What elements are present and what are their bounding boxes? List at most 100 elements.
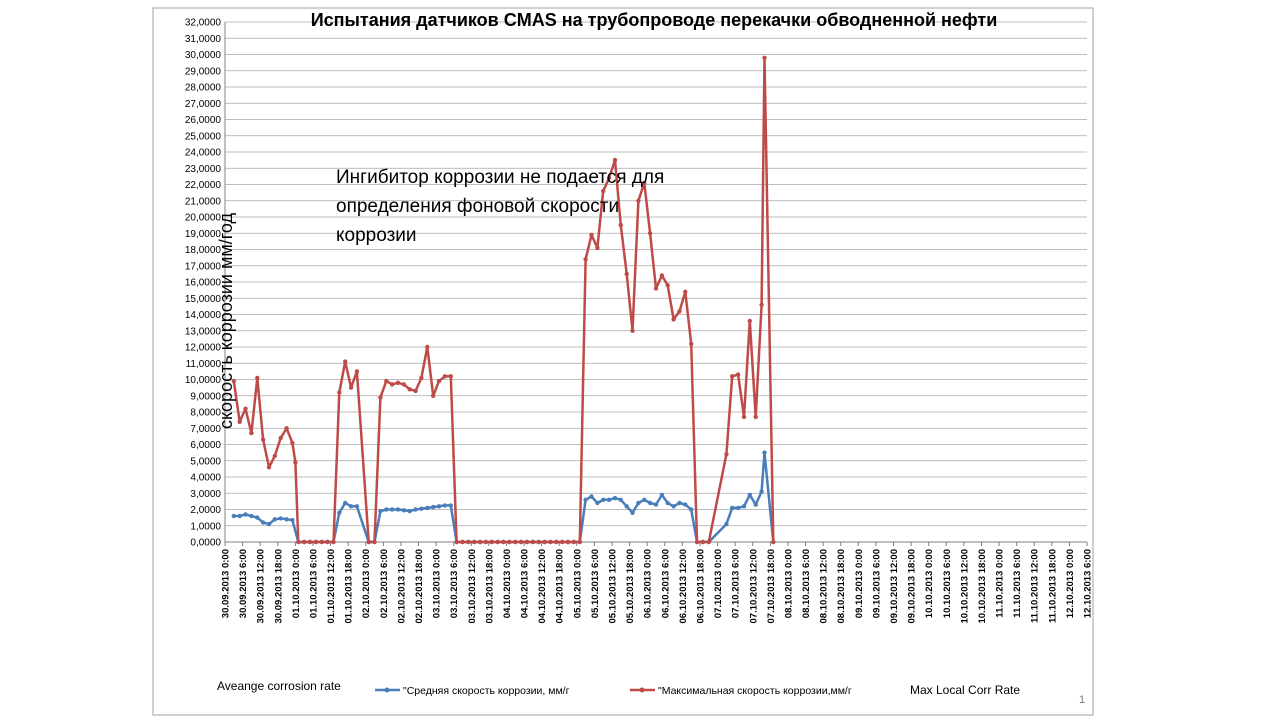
max-point xyxy=(577,539,582,545)
x-tick-label: 02.10.2013 18:00 xyxy=(414,549,425,623)
y-tick-label: 22,0000 xyxy=(185,180,222,191)
x-tick-label: 10.10.2013 12:00 xyxy=(959,549,970,623)
y-tick-label: 13,0000 xyxy=(185,326,222,337)
y-tick-label: 30,0000 xyxy=(185,50,222,61)
max-point xyxy=(436,378,442,384)
x-tick-label: 11.10.2013 18:00 xyxy=(1047,549,1058,623)
max-point xyxy=(618,222,623,228)
avg-point xyxy=(442,503,448,508)
legend-max: "Максимальная скорость коррозии,мм/г xyxy=(630,685,852,697)
avg-point xyxy=(671,504,676,509)
max-point xyxy=(612,157,618,163)
avg-point xyxy=(665,500,670,506)
max-point xyxy=(448,374,453,379)
avg-point xyxy=(337,510,342,515)
max-point xyxy=(659,273,665,278)
y-tick-label: 16,0000 xyxy=(185,278,222,289)
chart-frame xyxy=(152,7,1094,716)
x-tick-label: 07.10.2013 0:00 xyxy=(713,549,724,618)
max-point xyxy=(395,380,401,385)
annotation-line-2: определения фоновой скорости xyxy=(336,196,619,217)
max-point xyxy=(536,539,541,545)
avg-point xyxy=(659,492,665,498)
max-point xyxy=(325,539,330,545)
y-tick-label: 12,0000 xyxy=(185,343,222,354)
y-tick-label: 5,0000 xyxy=(190,456,221,467)
max-point xyxy=(501,539,506,545)
avg-point xyxy=(606,497,612,502)
x-tick-label: 02.10.2013 12:00 xyxy=(396,549,407,623)
avg-point xyxy=(237,513,242,519)
x-tick-label: 01.10.2013 0:00 xyxy=(291,549,302,618)
x-tick-labels: 30.09.2013 0:00 30.09.2013 6:00 30.09.2013… xyxy=(221,549,1094,623)
x-tick-label: 10.10.2013 18:00 xyxy=(977,549,988,623)
x-tick-label: 03.10.2013 18:00 xyxy=(484,549,495,623)
y-tick-label: 7,0000 xyxy=(190,424,221,435)
x-tick-label: 07.10.2013 18:00 xyxy=(766,549,777,623)
max-point xyxy=(401,382,407,387)
max-point xyxy=(472,539,477,545)
max-point xyxy=(647,231,653,236)
max-point xyxy=(677,309,682,314)
max-point xyxy=(601,188,606,194)
avg-point xyxy=(431,504,436,510)
avg-point xyxy=(407,508,412,514)
max-point xyxy=(683,289,688,294)
avg-point xyxy=(630,510,635,515)
max-point xyxy=(583,257,588,262)
max-point xyxy=(642,180,647,186)
max-point xyxy=(354,369,360,374)
max-point xyxy=(624,271,629,277)
annotation-line-1: Ингибитор коррозии не подается для xyxy=(336,167,664,188)
max-point xyxy=(483,539,489,545)
avg-point xyxy=(354,504,360,509)
avg-point xyxy=(759,489,764,494)
x-tick-label: 06.10.2013 12:00 xyxy=(678,549,689,623)
x-tick-label: 06.10.2013 0:00 xyxy=(643,549,654,618)
y-tick-label: 9,0000 xyxy=(190,391,221,402)
x-tick-label: 30.09.2013 12:00 xyxy=(256,549,267,623)
y-tick-label: 25,0000 xyxy=(185,131,222,142)
max-point xyxy=(260,437,266,442)
max-point xyxy=(730,374,735,379)
x-tick-label: 09.10.2013 12:00 xyxy=(889,549,900,623)
max-point xyxy=(665,283,670,288)
avg-point xyxy=(436,504,442,509)
max-point xyxy=(231,378,236,384)
avg-point xyxy=(753,502,758,507)
avg-point xyxy=(642,497,647,502)
avg-point xyxy=(343,500,348,506)
avg-point xyxy=(284,517,289,522)
max-point xyxy=(460,539,465,545)
x-tick-label: 12.10.2013 6:00 xyxy=(1083,549,1094,618)
y-tick-label: 27,0000 xyxy=(185,99,222,110)
avg-point xyxy=(419,506,424,511)
max-point xyxy=(724,452,729,457)
legend-avg-label: "Средняя скорость коррозии, мм/г xyxy=(403,685,570,697)
avg-point xyxy=(260,520,266,525)
page-number: 1 xyxy=(1079,694,1085,706)
y-tick-label: 3,0000 xyxy=(190,489,221,500)
x-tick-label: 04.10.2013 18:00 xyxy=(555,549,566,623)
max-point xyxy=(747,318,752,324)
x-tick-label: 08.10.2013 12:00 xyxy=(819,549,830,623)
max-point xyxy=(319,539,324,545)
x-tick-label: 05.10.2013 0:00 xyxy=(572,549,583,618)
max-point xyxy=(630,328,635,333)
max-point xyxy=(689,341,694,346)
x-tick-label: 30.09.2013 0:00 xyxy=(221,549,232,618)
max-point xyxy=(293,460,298,465)
max-point xyxy=(466,539,471,545)
avg-point xyxy=(730,505,735,511)
avg-point xyxy=(290,517,295,523)
y-tick-label: 10,0000 xyxy=(185,375,222,386)
x-tick-label: 02.10.2013 0:00 xyxy=(361,549,372,618)
y-tick-label: 20,0000 xyxy=(185,213,222,224)
max-point xyxy=(694,539,700,545)
max-point xyxy=(389,382,395,387)
y-tick-label: 0,0000 xyxy=(190,538,221,549)
max-point xyxy=(595,245,600,251)
max-point xyxy=(384,378,389,384)
series-lines xyxy=(231,55,776,545)
